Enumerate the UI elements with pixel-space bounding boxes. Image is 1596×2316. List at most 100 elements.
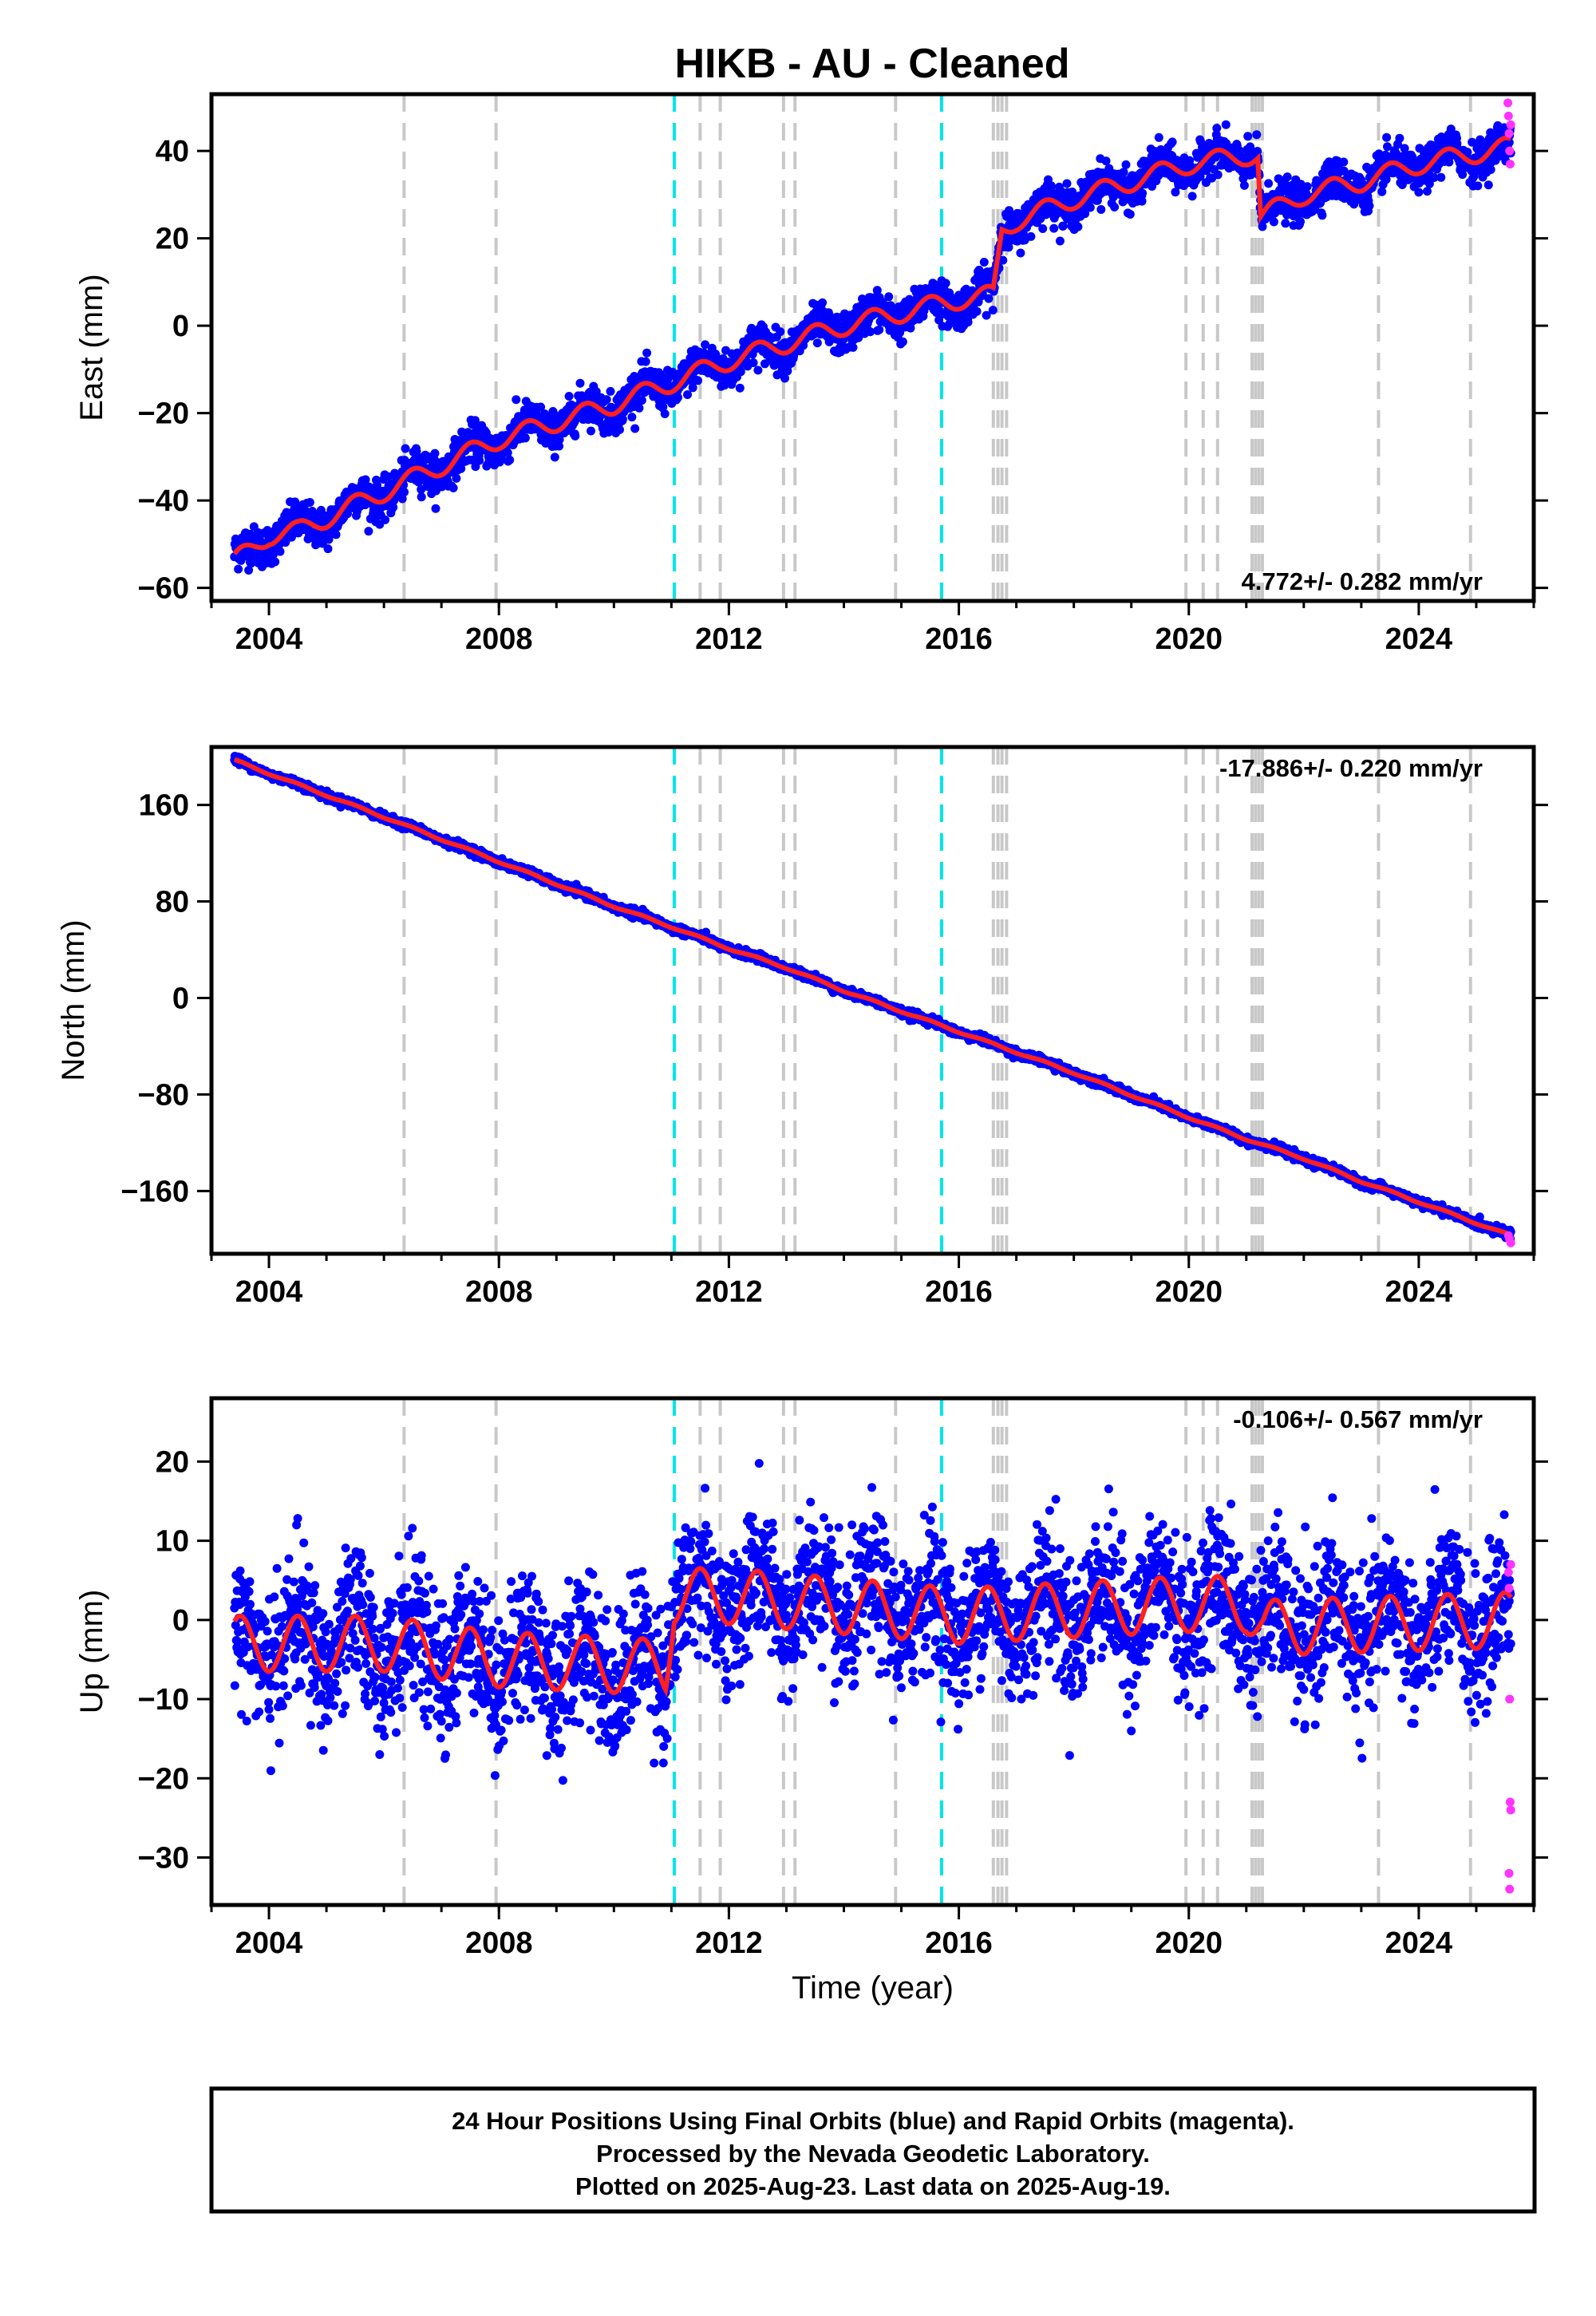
data-point xyxy=(271,557,280,567)
data-point xyxy=(512,395,521,405)
data-point xyxy=(1414,188,1424,197)
data-point xyxy=(1382,132,1392,142)
data-point xyxy=(701,340,710,350)
data-point xyxy=(642,348,652,358)
data-point xyxy=(1252,130,1262,140)
velocity-rate-label: 4.772+/- 0.282 mm/yr xyxy=(1242,567,1483,595)
data-point xyxy=(331,530,341,539)
data-point xyxy=(780,373,789,383)
data-point xyxy=(984,294,994,303)
data-point xyxy=(1264,179,1274,188)
chart-title: HIKB - AU - Cleaned xyxy=(675,41,1070,87)
data-point xyxy=(520,433,530,443)
data-point xyxy=(305,498,314,507)
data-point xyxy=(602,395,611,405)
data-point xyxy=(550,453,559,462)
data-point xyxy=(555,435,564,445)
data-point xyxy=(389,503,398,512)
data-point xyxy=(1119,168,1128,177)
data-point xyxy=(941,279,950,288)
data-point xyxy=(872,286,882,295)
data-point xyxy=(1038,224,1048,233)
data-point xyxy=(1436,172,1446,182)
x-tick-label: 2004 xyxy=(235,622,303,656)
panel-east: 2004 2008 2012 2016 2020 2024−60−40−2002040Ea… xyxy=(74,92,1548,656)
data-point xyxy=(658,402,668,412)
y-tick-label: −20 xyxy=(138,397,189,431)
data-point xyxy=(735,383,745,393)
data-point xyxy=(1395,133,1404,143)
data-point xyxy=(456,464,466,473)
data-point xyxy=(615,425,624,434)
data-point xyxy=(361,475,370,484)
panel-north: 2004 2008 2012 2016 2020 2024−160−80080160Nor… xyxy=(56,745,1548,1309)
data-point xyxy=(564,392,574,401)
data-point xyxy=(1473,181,1483,191)
data-point xyxy=(503,448,512,457)
rapid-orbit-point xyxy=(1503,98,1513,108)
data-point xyxy=(1317,211,1327,220)
data-point xyxy=(1365,201,1374,211)
data-point xyxy=(1187,192,1197,201)
data-point xyxy=(818,298,828,307)
data-point xyxy=(866,327,875,337)
y-tick-label: 0 xyxy=(172,310,189,343)
data-point xyxy=(776,327,785,337)
data-point xyxy=(555,441,564,451)
data-point xyxy=(290,497,300,507)
data-point xyxy=(505,455,515,464)
data-point xyxy=(606,386,615,396)
data-point xyxy=(693,376,702,385)
data-point xyxy=(1055,236,1065,246)
data-point xyxy=(1058,221,1068,231)
data-point xyxy=(467,455,476,464)
data-point xyxy=(536,402,546,412)
rapid-orbit-point xyxy=(1506,120,1515,129)
data-point xyxy=(373,480,381,490)
data-point xyxy=(1423,187,1432,196)
data-point xyxy=(753,366,763,375)
data-point xyxy=(1167,137,1177,147)
data-point xyxy=(244,566,254,575)
data-point xyxy=(884,292,894,302)
data-point xyxy=(1085,203,1095,212)
data-point xyxy=(688,383,697,393)
data-point xyxy=(979,258,989,267)
data-point xyxy=(1062,179,1072,188)
data-point xyxy=(1121,160,1131,169)
data-point xyxy=(875,325,884,334)
data-point xyxy=(323,544,333,554)
data-point xyxy=(571,431,580,441)
data-point xyxy=(1213,170,1223,180)
data-point xyxy=(1239,180,1249,190)
data-point xyxy=(364,527,373,536)
data-point xyxy=(974,265,984,275)
data-point xyxy=(634,403,644,413)
rapid-orbit-point xyxy=(1503,111,1513,121)
x-tick-label: 2012 xyxy=(695,622,763,656)
data-point xyxy=(1269,217,1278,227)
data-point xyxy=(627,413,637,422)
data-point xyxy=(1282,172,1292,182)
data-point xyxy=(448,483,458,492)
data-point xyxy=(383,472,393,481)
x-tick-label: 2020 xyxy=(1155,622,1223,656)
data-point xyxy=(431,504,440,513)
data-point xyxy=(641,357,650,366)
final-orbit-points xyxy=(230,120,1515,575)
data-point xyxy=(1016,248,1025,258)
y-tick-label: −40 xyxy=(138,484,189,518)
data-point xyxy=(1221,120,1231,129)
data-point xyxy=(1138,188,1148,198)
data-point xyxy=(1073,222,1083,231)
data-point xyxy=(660,409,670,418)
data-point xyxy=(1243,132,1253,141)
data-point xyxy=(998,255,1008,265)
data-point xyxy=(1096,205,1106,214)
data-point xyxy=(1110,203,1120,211)
data-point xyxy=(475,456,484,465)
data-point xyxy=(1026,231,1036,241)
data-point xyxy=(972,306,982,316)
x-tick-label: 2016 xyxy=(925,622,993,656)
